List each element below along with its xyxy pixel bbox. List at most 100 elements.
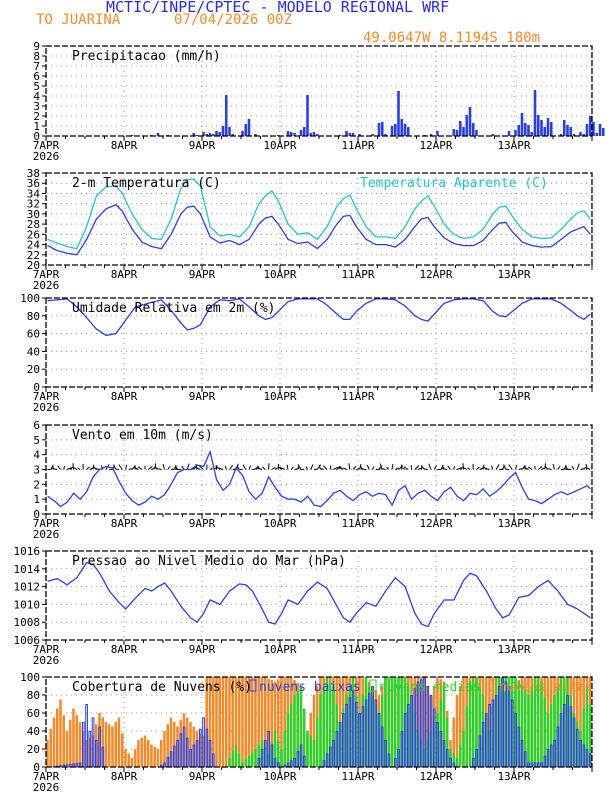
y-tick-label: 30	[27, 208, 40, 221]
cloud-bar-high	[146, 740, 150, 767]
cloud-bar-mid	[579, 731, 582, 767]
cloud-bar-mid	[270, 742, 273, 767]
wind-vector	[125, 464, 128, 470]
precip-bar	[458, 121, 462, 136]
x-tick-label: 7APR	[33, 517, 60, 530]
y-tick-label: 20	[27, 363, 40, 376]
precip-bar	[569, 127, 573, 136]
x-tick-label: 11APR	[341, 139, 374, 152]
cloud-bar-mid	[374, 704, 377, 767]
y-tick-label: 2	[33, 110, 40, 123]
cloud-bar-high	[133, 749, 137, 767]
panel-title-2: Umidade Relativa em 2m (%)	[72, 301, 276, 316]
cloud-bar-low	[491, 699, 495, 768]
wind-vector	[360, 468, 367, 470]
x-tick-label: 11APR	[341, 517, 374, 530]
cloud-bar-high	[65, 731, 69, 767]
wind-vector	[462, 463, 464, 470]
cloud-bar-high	[98, 713, 101, 767]
x-tick-label: 12APR	[419, 139, 452, 152]
y-tick-label: 28	[27, 218, 40, 231]
precip-bar	[530, 132, 534, 136]
cloud-bar-high	[426, 686, 429, 767]
cloud-bar-high	[312, 695, 316, 767]
cloud-bar-mid	[419, 740, 423, 767]
cloud-bar-high	[228, 677, 231, 767]
x-tick-label: 10APR	[263, 139, 296, 152]
cloud-bar-mid	[549, 704, 553, 767]
cloud-bar-mid	[358, 713, 361, 767]
cloud-bar-mid	[533, 677, 537, 767]
cloud-bar-mid	[436, 713, 439, 767]
precip-bar	[192, 133, 196, 136]
wind-vector	[305, 466, 308, 470]
cloud-bar-low	[562, 704, 566, 768]
cloud-bar-high	[488, 677, 491, 767]
wind-vector	[333, 466, 339, 470]
precip-bar	[205, 134, 209, 136]
cloud-bar-high	[94, 724, 98, 767]
wind-vector	[224, 466, 227, 470]
panel-frame	[45, 45, 593, 137]
x-tick-label: 8APR	[111, 643, 138, 656]
cloud-bar-high	[215, 677, 218, 767]
cloud-bar-high	[221, 677, 225, 767]
cloud-bar-low	[442, 740, 446, 768]
panel-title-1: 2-m Temperatura (C)	[72, 176, 221, 191]
legend-box	[489, 679, 497, 692]
precip-bar	[520, 113, 524, 136]
wind-vector	[366, 464, 370, 470]
x-tick-label: 12APR	[419, 643, 452, 656]
precip-bar	[384, 134, 387, 136]
cloud-bar-low	[75, 762, 79, 768]
x-year-label: 2026	[33, 528, 60, 541]
wind-vector	[527, 466, 533, 470]
cloud-bar-mid	[228, 758, 231, 767]
wind-vector	[571, 465, 575, 470]
wind-vector	[552, 464, 555, 470]
cloud-bar-mid	[536, 679, 540, 767]
wind-vector	[381, 467, 386, 470]
y-tick-label: 5	[33, 80, 40, 93]
wind-vector	[278, 466, 282, 470]
x-tick-label: 10APR	[263, 517, 296, 530]
wind-vector	[63, 466, 66, 470]
cloud-bar-high	[254, 677, 257, 767]
wind-vector	[424, 468, 428, 470]
y-tick-label: 6	[33, 419, 40, 432]
y-tick-label: 20	[27, 743, 40, 756]
cloud-bar-mid	[390, 677, 394, 767]
cloud-bar-mid	[351, 677, 355, 767]
x-tick-label: 13APR	[497, 517, 530, 530]
precip-bar	[549, 122, 553, 136]
cloud-bar-high	[46, 740, 49, 767]
legend-label: nuvens baixas	[259, 680, 361, 695]
precip-bar	[598, 124, 602, 136]
cloud-bar-mid	[530, 686, 533, 767]
panel-frame	[45, 172, 593, 266]
cloud-bar-low	[348, 697, 352, 768]
cloud-bar-high	[263, 677, 267, 767]
cloud-bar-high	[211, 677, 215, 767]
panel-frame	[45, 424, 593, 515]
wind-vector	[242, 464, 247, 470]
cloud-bar-high	[462, 677, 465, 767]
cloud-bar-high	[62, 715, 65, 767]
cloud-bar-high	[270, 680, 273, 767]
precip-bar	[588, 116, 592, 136]
wind-vector	[544, 465, 549, 470]
wind-vector	[386, 466, 390, 470]
cloud-bar-high	[280, 677, 283, 767]
cloud-bar-high	[257, 677, 260, 767]
wind-vector	[173, 464, 177, 470]
cloud-bar-high	[81, 731, 85, 767]
cloud-bar-mid	[267, 753, 270, 767]
wind-vector	[77, 467, 81, 470]
wind-vector	[137, 466, 143, 470]
wind-vector	[402, 467, 406, 470]
precip-bar	[436, 131, 439, 136]
wind-vector	[94, 467, 100, 470]
panel-title-5: Cobertura de Nuvens (%)	[72, 680, 252, 695]
x-year-label: 2026	[33, 654, 60, 667]
